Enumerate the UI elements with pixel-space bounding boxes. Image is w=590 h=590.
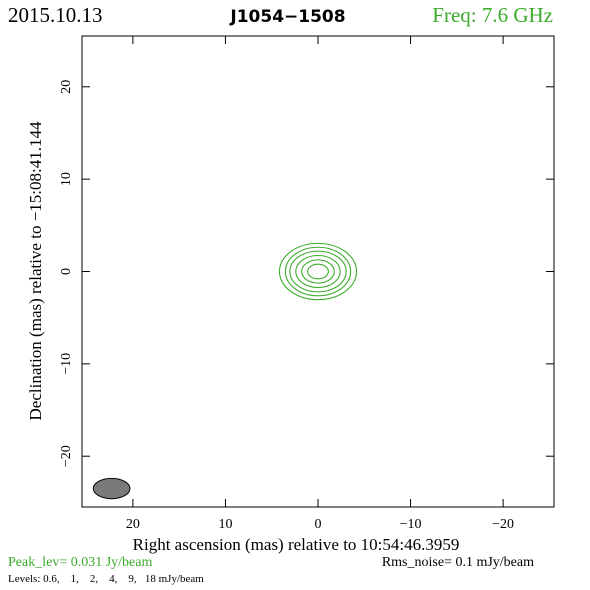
contour-level-9 bbox=[301, 259, 335, 284]
y-tick-label: 0 bbox=[59, 268, 74, 275]
contour-level-0-6 bbox=[278, 242, 358, 301]
x-tick-label: 10 bbox=[218, 517, 232, 532]
beam-ellipse bbox=[92, 477, 131, 500]
x-tick-label: −10 bbox=[400, 517, 422, 532]
source-name: J1054−1508 bbox=[229, 7, 345, 27]
contour-levels: Levels: 0.6, 1, 2, 4, 9, 18 mJy/beam bbox=[8, 573, 204, 585]
contour-set bbox=[278, 242, 358, 301]
beam bbox=[92, 477, 131, 500]
y-tick-label: −10 bbox=[59, 353, 74, 375]
y-tick-label: 10 bbox=[59, 172, 74, 186]
axis-ticks bbox=[82, 36, 554, 507]
frequency-label: Freq: 7.6 GHz bbox=[432, 3, 553, 27]
y-tick-label: 20 bbox=[59, 80, 74, 94]
contour-level-1 bbox=[284, 246, 352, 297]
x-tick-labels: 20 10 0 −10 −20 bbox=[126, 517, 514, 532]
rms-noise: Rms_noise= 0.1 mJy/beam bbox=[382, 555, 534, 570]
observation-date: 2015.10.13 bbox=[8, 3, 103, 27]
peak-level: Peak_lev= 0.031 Jy/beam bbox=[8, 555, 152, 570]
x-tick-label: −20 bbox=[492, 517, 514, 532]
contour-level-18 bbox=[307, 263, 329, 280]
x-tick-label: 0 bbox=[315, 517, 322, 532]
y-tick-labels: −20 −10 0 10 20 bbox=[59, 80, 74, 467]
y-tick-label: −20 bbox=[59, 445, 74, 467]
x-axis-label: Right ascension (mas) relative to 10:54:… bbox=[133, 535, 460, 554]
contour-level-4 bbox=[295, 254, 341, 289]
y-axis-label: Declination (mas) relative to −15:08:41.… bbox=[26, 121, 45, 420]
plot-frame bbox=[81, 35, 555, 508]
contour-level-2 bbox=[289, 250, 347, 293]
x-tick-label: 20 bbox=[126, 517, 140, 532]
